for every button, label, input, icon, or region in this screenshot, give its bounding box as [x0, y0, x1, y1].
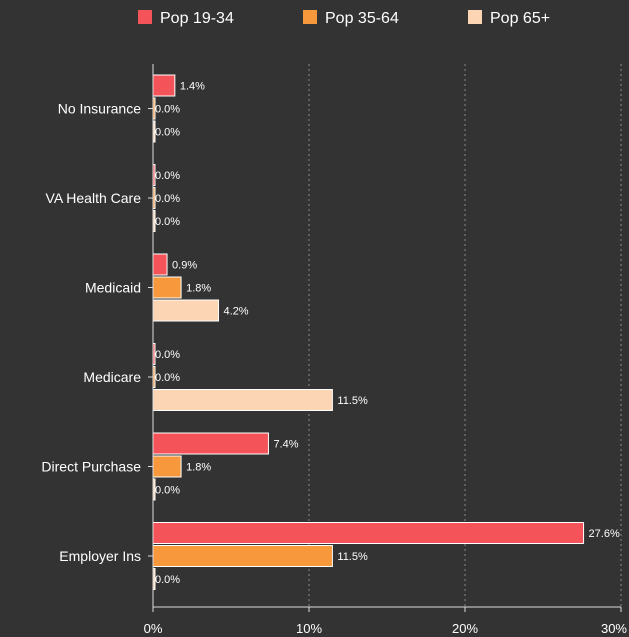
bar: [152, 455, 182, 478]
value-label: 1.8%: [186, 462, 211, 474]
value-label: 0.0%: [155, 574, 180, 586]
bars: 1.4%0.0%0.0%0.0%0.0%0.0%0.9%1.8%4.2%0.0%…: [152, 74, 620, 590]
bar: [152, 74, 176, 97]
value-label: 0.0%: [155, 349, 180, 361]
value-label: 0.0%: [155, 485, 180, 497]
legend-label: Pop 19-34: [160, 10, 234, 27]
category-label: Medicare: [83, 369, 141, 385]
bar: [152, 253, 168, 276]
value-label: 11.5%: [337, 395, 368, 407]
bar: [152, 545, 333, 567]
category-label: Medicaid: [85, 280, 141, 296]
value-label: 1.4%: [180, 81, 205, 93]
value-label: 0.9%: [172, 260, 197, 272]
x-tick-label: 0%: [144, 621, 163, 636]
grid-lines: [308, 64, 622, 607]
x-tick-label: 30%: [601, 621, 627, 636]
bar: [152, 389, 333, 411]
legend-swatch: [468, 10, 482, 24]
category-labels: No Insurance VA Health Care Medicaid Medica…: [41, 101, 153, 564]
value-label: 0.0%: [155, 216, 180, 228]
legend-item-1[interactable]: Pop 35-64: [303, 10, 399, 27]
value-label: 27.6%: [589, 528, 620, 540]
category-label: No Insurance: [58, 101, 141, 117]
bar: [152, 432, 269, 455]
x-axis: 0% 10% 20% 30%: [144, 64, 627, 636]
bar: [152, 299, 220, 322]
value-label: 11.5%: [337, 551, 368, 563]
legend-item-2[interactable]: Pop 65+: [468, 10, 550, 27]
legend-label: Pop 35-64: [325, 10, 399, 27]
x-tick-label: 20%: [452, 621, 478, 636]
value-label: 1.8%: [186, 283, 211, 295]
legend-swatch: [303, 10, 317, 24]
bar: [152, 276, 182, 299]
value-label: 0.0%: [155, 104, 180, 116]
category-label: Employer Ins: [59, 548, 141, 564]
value-label: 0.0%: [155, 193, 180, 205]
value-label: 4.2%: [224, 306, 249, 318]
category-label: VA Health Care: [46, 190, 142, 206]
legend: Pop 19-34 Pop 35-64 Pop 65+: [138, 10, 550, 27]
value-label: 0.0%: [155, 170, 180, 182]
legend-swatch: [138, 10, 152, 24]
legend-item-0[interactable]: Pop 19-34: [138, 10, 234, 27]
value-label: 7.4%: [273, 439, 298, 451]
legend-label: Pop 65+: [490, 10, 550, 27]
category-label: Direct Purchase: [41, 459, 141, 475]
x-tick-label: 10%: [296, 621, 322, 636]
value-label: 0.0%: [155, 372, 180, 384]
value-label: 0.0%: [155, 127, 180, 139]
bar: [152, 522, 585, 544]
